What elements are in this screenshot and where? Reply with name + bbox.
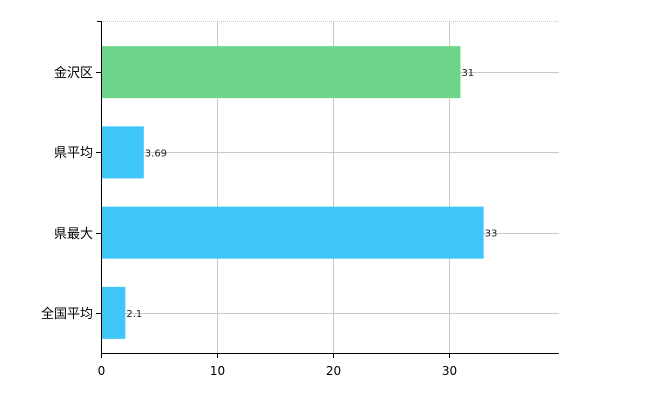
data-label: 33 — [485, 229, 498, 240]
category-label: 県平均 — [54, 146, 93, 161]
x-tick-label: 10 — [210, 364, 225, 378]
bars — [101, 46, 484, 339]
bar — [101, 206, 484, 259]
category-label: 県最大 — [54, 227, 93, 242]
data-label: 3.69 — [145, 148, 167, 159]
axes — [96, 21, 559, 358]
data-label: 31 — [461, 68, 474, 79]
bar — [101, 126, 144, 179]
data-label: 2.1 — [126, 309, 142, 320]
x-tick-label: 30 — [442, 364, 457, 378]
x-tick-label: 20 — [326, 364, 341, 378]
bar — [101, 286, 126, 339]
bar — [101, 46, 461, 99]
category-label: 金沢区 — [54, 65, 93, 81]
category-label: 全国平均 — [41, 306, 93, 322]
x-tick-label: 0 — [98, 364, 106, 378]
